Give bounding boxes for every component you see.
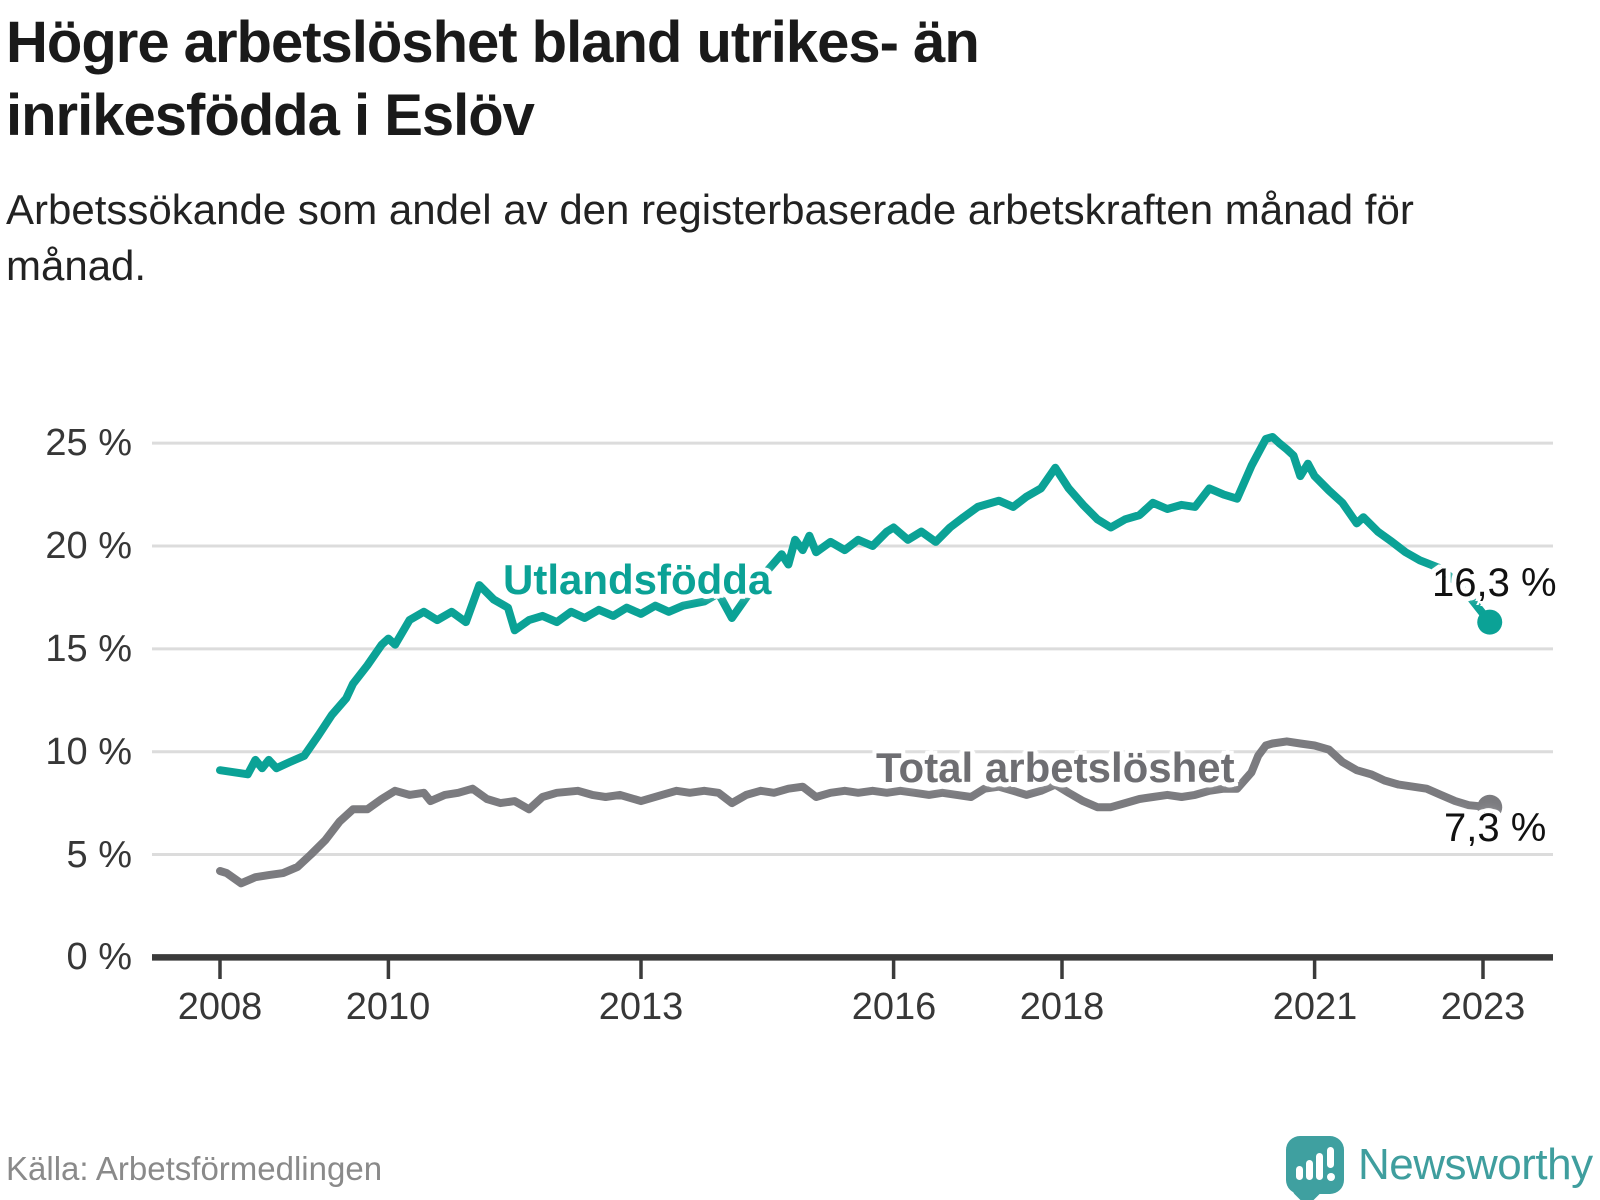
end-value-label-total-arbetsloshet: 7,3 %: [1444, 806, 1547, 850]
x-tick-label: 2008: [177, 986, 263, 1028]
y-tick-label: 5 %: [66, 834, 132, 876]
x-tick-label: 2018: [1019, 986, 1105, 1028]
exclamation-icon: [1327, 1147, 1334, 1168]
series-line-total-arbetsloshet: [216, 737, 1494, 888]
end-dot-utlandsfodda: [1477, 609, 1503, 635]
bar-chart-icon: [1296, 1166, 1303, 1180]
exclamation-dot-icon: [1327, 1173, 1335, 1181]
y-tick-label: 25 %: [45, 422, 132, 464]
series-label-total-arbetsloshet: Total arbetslöshet: [876, 744, 1235, 791]
bubble-shape: [1286, 1136, 1344, 1194]
bar-chart-icon: [1306, 1160, 1313, 1180]
source-note: Källa: Arbetsförmedlingen: [6, 1150, 383, 1187]
y-tick-label: 0 %: [66, 936, 132, 978]
bar-chart-icon: [1316, 1153, 1323, 1180]
series-label-utlandsfodda: Utlandsfödda: [503, 556, 772, 603]
x-tick-label: 2013: [598, 986, 684, 1028]
y-tick-label: 15 %: [45, 628, 132, 670]
x-tick-label: 2023: [1440, 986, 1526, 1028]
x-tick-label: 2021: [1272, 986, 1358, 1028]
newsworthy-logo: Newsworthy: [1286, 1134, 1593, 1200]
end-dot-total-arbetsloshet: [1477, 794, 1503, 820]
chart-title: Högre arbetslöshet bland utrikes- än inr…: [6, 10, 980, 148]
x-tick-label: 2010: [345, 986, 431, 1028]
newsworthy-bubble-icon: [1286, 1136, 1344, 1200]
x-tick-label: 2016: [851, 986, 937, 1028]
series-line-utlandsfodda: [216, 433, 1494, 779]
y-tick-label: 20 %: [45, 525, 132, 567]
end-value-label-utlandsfodda: 16,3 %: [1432, 561, 1557, 605]
y-tick-label: 10 %: [45, 731, 132, 773]
logo-wordmark: Newsworthy: [1358, 1140, 1593, 1189]
chart-subtitle: Arbetssökande som andel av den registerb…: [6, 186, 1414, 289]
